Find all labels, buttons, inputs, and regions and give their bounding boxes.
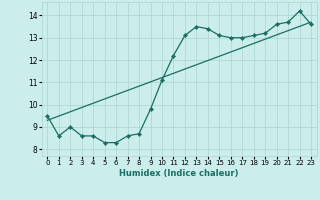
X-axis label: Humidex (Indice chaleur): Humidex (Indice chaleur) [119, 169, 239, 178]
